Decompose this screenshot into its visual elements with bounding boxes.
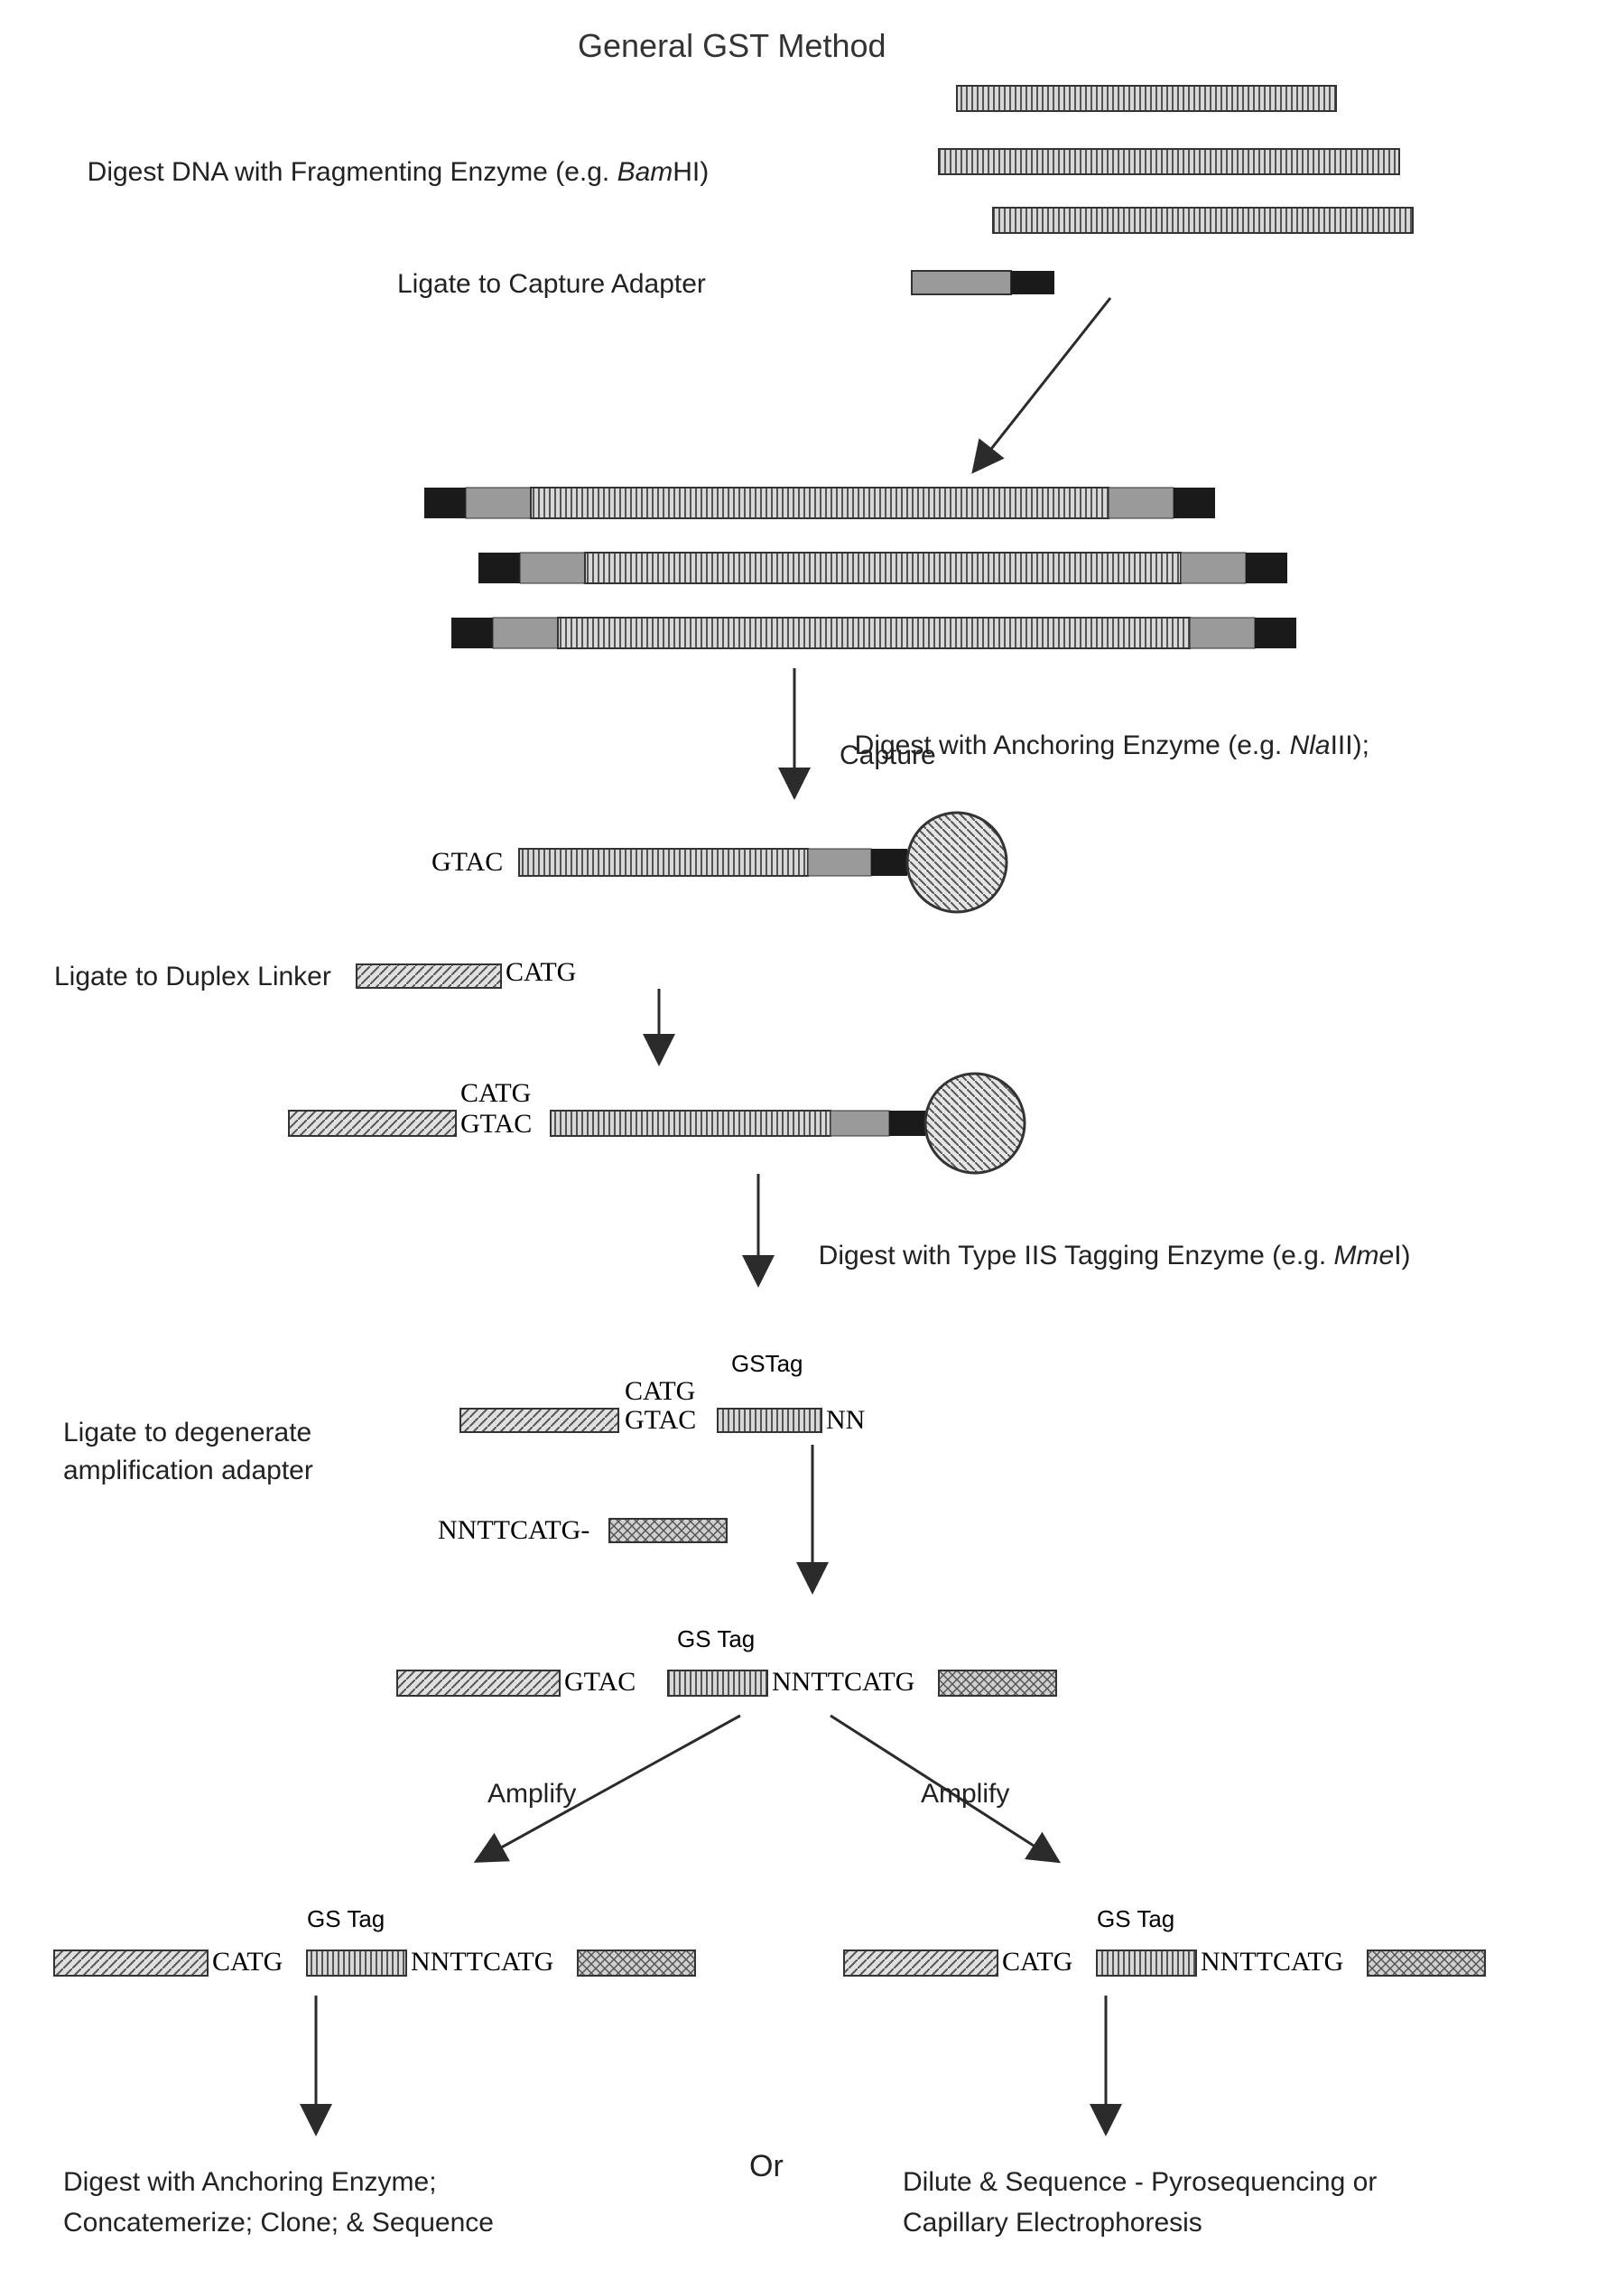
ligated-1 <box>424 488 1215 518</box>
adapter-grey <box>912 271 1011 294</box>
gtac-bot: GTAC <box>460 1109 532 1140</box>
amp-adapter <box>609 1519 727 1542</box>
final-right <box>844 1950 1485 1976</box>
gtac-tag: GTAC <box>625 1405 696 1436</box>
step1-label: Digest DNA with Fragmenting Enzyme (e.g.… <box>72 126 709 188</box>
diagram-svg <box>0 0 1624 2280</box>
fragment-3 <box>993 208 1413 233</box>
final-left-b: Concatemerize; Clone; & Sequence <box>63 2208 494 2238</box>
gstag-1: GSTag <box>731 1350 803 1378</box>
arrow-adapter <box>975 298 1110 470</box>
gstag-left: GS Tag <box>307 1905 385 1933</box>
step6b-label: amplification adapter <box>63 1456 313 1486</box>
gstag-2: GS Tag <box>677 1625 755 1653</box>
nn-tag: NN <box>826 1405 865 1436</box>
gtac-1: GTAC <box>432 847 503 878</box>
step4-label: Ligate to Duplex Linker <box>54 962 331 992</box>
amplify-left: Amplify <box>487 1779 576 1810</box>
catg-top: CATG <box>460 1078 531 1109</box>
nnttcatg-full: NNTTCATG <box>772 1667 914 1698</box>
nnttcatg-left: NNTTCATG <box>411 1947 553 1978</box>
catg-left: CATG <box>212 1947 283 1978</box>
or-label: Or <box>749 2149 784 2184</box>
step5-label: Digest with Type IIS Tagging Enzyme (e.g… <box>803 1210 1411 1271</box>
final-left-a: Digest with Anchoring Enzyme; <box>63 2167 437 2198</box>
catg-tag: CATG <box>625 1376 695 1407</box>
final-right-a: Dilute & Sequence - Pyrosequencing or <box>903 2167 1377 2198</box>
catg-right: CATG <box>1002 1947 1072 1978</box>
page-title: General GST Method <box>578 27 886 65</box>
step6a-label: Ligate to degenerate <box>63 1418 311 1448</box>
amplify-right: Amplify <box>921 1779 1009 1810</box>
nnttcatg-dash: NNTTCATG- <box>438 1515 589 1546</box>
nnttcatg-right: NNTTCATG <box>1201 1947 1343 1978</box>
gstag-right: GS Tag <box>1097 1905 1174 1933</box>
fragment-1 <box>957 86 1336 111</box>
ligated-3 <box>451 618 1296 648</box>
duplex-linker <box>357 964 501 988</box>
step3b-label: Capture <box>840 740 936 771</box>
final-left <box>54 1950 695 1976</box>
final-right-b: Capillary Electrophoresis <box>903 2208 1202 2238</box>
gtac-full: GTAC <box>564 1667 636 1698</box>
full-construct <box>397 1670 1056 1696</box>
linker-ligated <box>289 1074 1025 1173</box>
adapter-black <box>1011 271 1054 294</box>
catg-linker: CATG <box>506 957 576 988</box>
fragment-2 <box>939 149 1399 174</box>
captured <box>519 813 1007 912</box>
ligated-2 <box>478 553 1287 583</box>
step2-label: Ligate to Capture Adapter <box>397 269 706 300</box>
